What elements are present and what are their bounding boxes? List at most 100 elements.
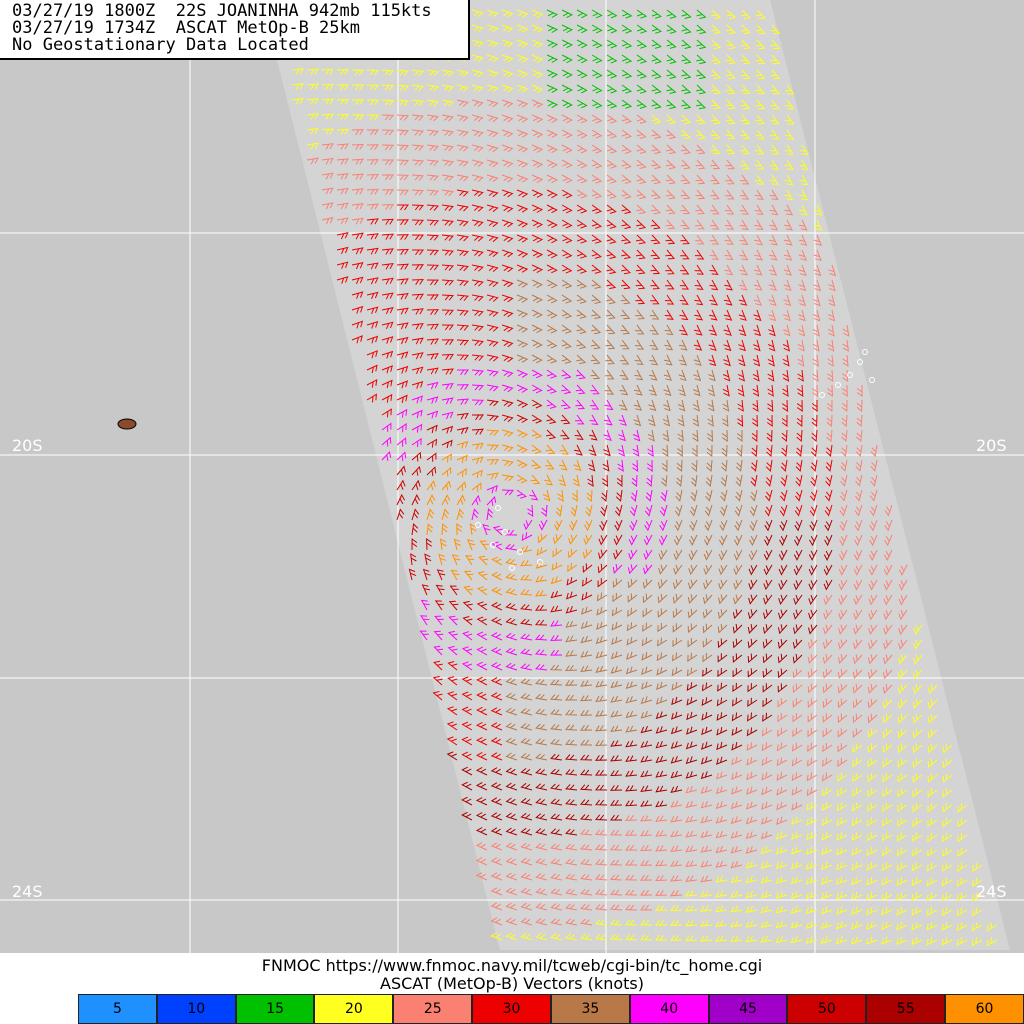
wind-barb xyxy=(678,369,687,382)
wind-barb xyxy=(520,693,533,701)
wind-barb xyxy=(695,129,706,140)
wind-barb xyxy=(700,920,713,927)
wind-barb xyxy=(897,787,908,798)
wind-barb xyxy=(867,802,878,812)
wind-barb xyxy=(501,369,514,378)
wind-barb xyxy=(456,398,469,405)
wind-barb xyxy=(911,862,923,872)
wind-barb xyxy=(760,816,773,825)
wind-barb xyxy=(531,219,544,228)
wind-barb xyxy=(942,832,953,843)
wind-barb xyxy=(792,727,803,738)
wind-barb xyxy=(501,414,514,423)
wind-barb xyxy=(531,429,543,439)
wind-barb xyxy=(722,369,731,382)
wind-barb xyxy=(625,785,638,792)
wind-barb xyxy=(755,54,766,65)
wind-barb xyxy=(722,384,730,397)
wind-barb xyxy=(531,39,544,48)
wind-barb xyxy=(456,114,469,122)
wind-barb xyxy=(381,277,394,285)
wind-barb xyxy=(685,920,698,927)
wind-barb xyxy=(582,549,593,560)
wind-barb xyxy=(501,54,514,63)
wind-barb xyxy=(486,84,499,93)
wind-barb xyxy=(606,84,618,94)
wind-barb xyxy=(778,609,788,620)
wind-barb xyxy=(986,937,998,947)
wind-barb xyxy=(852,728,863,738)
wind-barb xyxy=(808,609,818,620)
wind-barb xyxy=(755,24,766,35)
wind-barb xyxy=(411,538,418,551)
wind-barb xyxy=(411,395,424,404)
wind-barb xyxy=(837,757,848,768)
lat-label-24s-left: 24S xyxy=(12,882,43,901)
wind-barb xyxy=(621,69,633,79)
wind-barb xyxy=(486,484,498,494)
wind-barb xyxy=(805,921,818,929)
wind-barb xyxy=(752,399,759,412)
wind-barb xyxy=(761,757,773,766)
wind-barb xyxy=(826,414,833,428)
wind-barb xyxy=(490,692,503,701)
wind-barb xyxy=(820,906,833,915)
legend-swatch-55: 55 xyxy=(866,994,946,1024)
wind-barb xyxy=(501,204,514,213)
wind-barb xyxy=(854,489,863,502)
wind-barb xyxy=(610,755,623,762)
wind-barb xyxy=(822,639,833,650)
wind-barb xyxy=(806,817,818,826)
wind-barb xyxy=(475,766,488,776)
wind-barb xyxy=(366,364,378,374)
wind-barb xyxy=(798,279,807,292)
wind-barb xyxy=(579,784,593,791)
wind-barb xyxy=(434,600,445,611)
wind-barb xyxy=(680,219,691,230)
wind-barb xyxy=(927,817,938,828)
wind-barb xyxy=(793,624,803,635)
wind-barb xyxy=(595,769,608,776)
wind-barb xyxy=(672,623,683,633)
wind-barb xyxy=(531,159,544,168)
wind-barb xyxy=(781,429,788,443)
wind-barb xyxy=(441,189,454,197)
wind-barb xyxy=(770,129,780,140)
wind-barb xyxy=(775,846,788,855)
wind-barb xyxy=(546,174,558,184)
wind-barb xyxy=(760,846,773,855)
wind-barb xyxy=(767,369,775,382)
wind-barb xyxy=(505,602,518,611)
wind-barb xyxy=(636,39,648,49)
wind-barb xyxy=(366,277,379,285)
wind-barb xyxy=(505,647,518,656)
wind-barb xyxy=(791,757,803,767)
wind-barb xyxy=(942,862,953,872)
wind-barb xyxy=(561,234,573,244)
wind-barb xyxy=(336,246,349,255)
wind-barb xyxy=(746,786,758,795)
wind-barb xyxy=(366,379,378,388)
wind-barb xyxy=(942,847,953,857)
wind-barb xyxy=(486,399,499,407)
wind-barb xyxy=(651,159,662,170)
wind-barb xyxy=(541,504,548,518)
wind-barb xyxy=(838,579,848,591)
wind-barb xyxy=(486,495,497,506)
wind-barb xyxy=(456,84,469,92)
wind-barb xyxy=(666,69,677,79)
wind-barb xyxy=(486,309,499,317)
legend-swatch-45: 45 xyxy=(708,994,788,1024)
wind-barb xyxy=(426,494,436,506)
wind-barb xyxy=(351,158,364,165)
wind-barb xyxy=(643,549,653,561)
wind-barb xyxy=(501,39,514,48)
wind-barb xyxy=(520,574,533,581)
wind-barb xyxy=(591,84,603,94)
wind-barb xyxy=(691,444,698,457)
wind-barb xyxy=(411,278,424,285)
wind-barb xyxy=(927,803,938,813)
wind-barb xyxy=(769,219,779,231)
wind-barb xyxy=(838,594,848,606)
wind-barb xyxy=(610,651,623,660)
